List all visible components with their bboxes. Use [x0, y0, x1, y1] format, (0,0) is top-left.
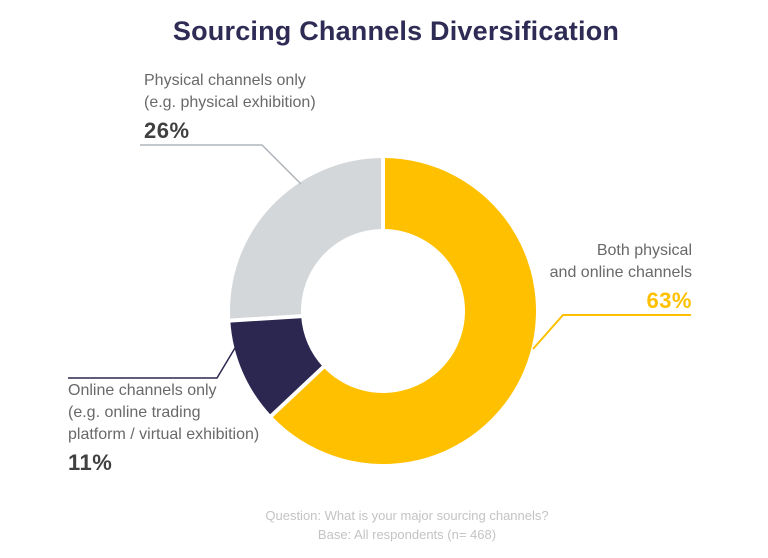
callout-both-channels: Both physical and online channels 63%: [550, 240, 692, 314]
callout-online-value: 11%: [68, 450, 113, 475]
segment-separator: [267, 363, 327, 420]
leader-line-physical: [140, 144, 302, 185]
source-note: Question: What is your major sourcing ch…: [46, 506, 768, 544]
segment-separator: [227, 313, 305, 323]
callout-physical-value: 26%: [144, 118, 190, 143]
callout-physical-line1: Physical channels only: [144, 72, 306, 89]
callout-online-line1: Online channels only: [68, 382, 217, 399]
callout-online-only: Online channels only (e.g. online tradin…: [68, 380, 259, 476]
donut-segment: [271, 158, 536, 465]
leader-line-both: [532, 314, 691, 350]
source-note-base: Base: All respondents (n= 468): [317, 527, 497, 542]
callout-online-line2: (e.g. online trading: [68, 404, 201, 421]
page-title: Sourcing Channels Diversification: [172, 16, 620, 46]
callout-physical-line2: (e.g. physical exhibition): [144, 94, 316, 111]
callout-both-line2: and online channels: [549, 264, 692, 281]
donut-segment: [230, 316, 324, 416]
callout-online-line3: platform / virtual exhibition): [68, 426, 260, 443]
donut-segment: [230, 158, 383, 321]
callout-both-line1: Both physical: [596, 242, 692, 259]
callout-physical-only: Physical channels only (e.g. physical ex…: [144, 70, 316, 144]
leader-line-online: [68, 342, 239, 379]
source-note-question: Question: What is your major sourcing ch…: [265, 508, 549, 523]
callout-both-value: 63%: [646, 288, 692, 313]
